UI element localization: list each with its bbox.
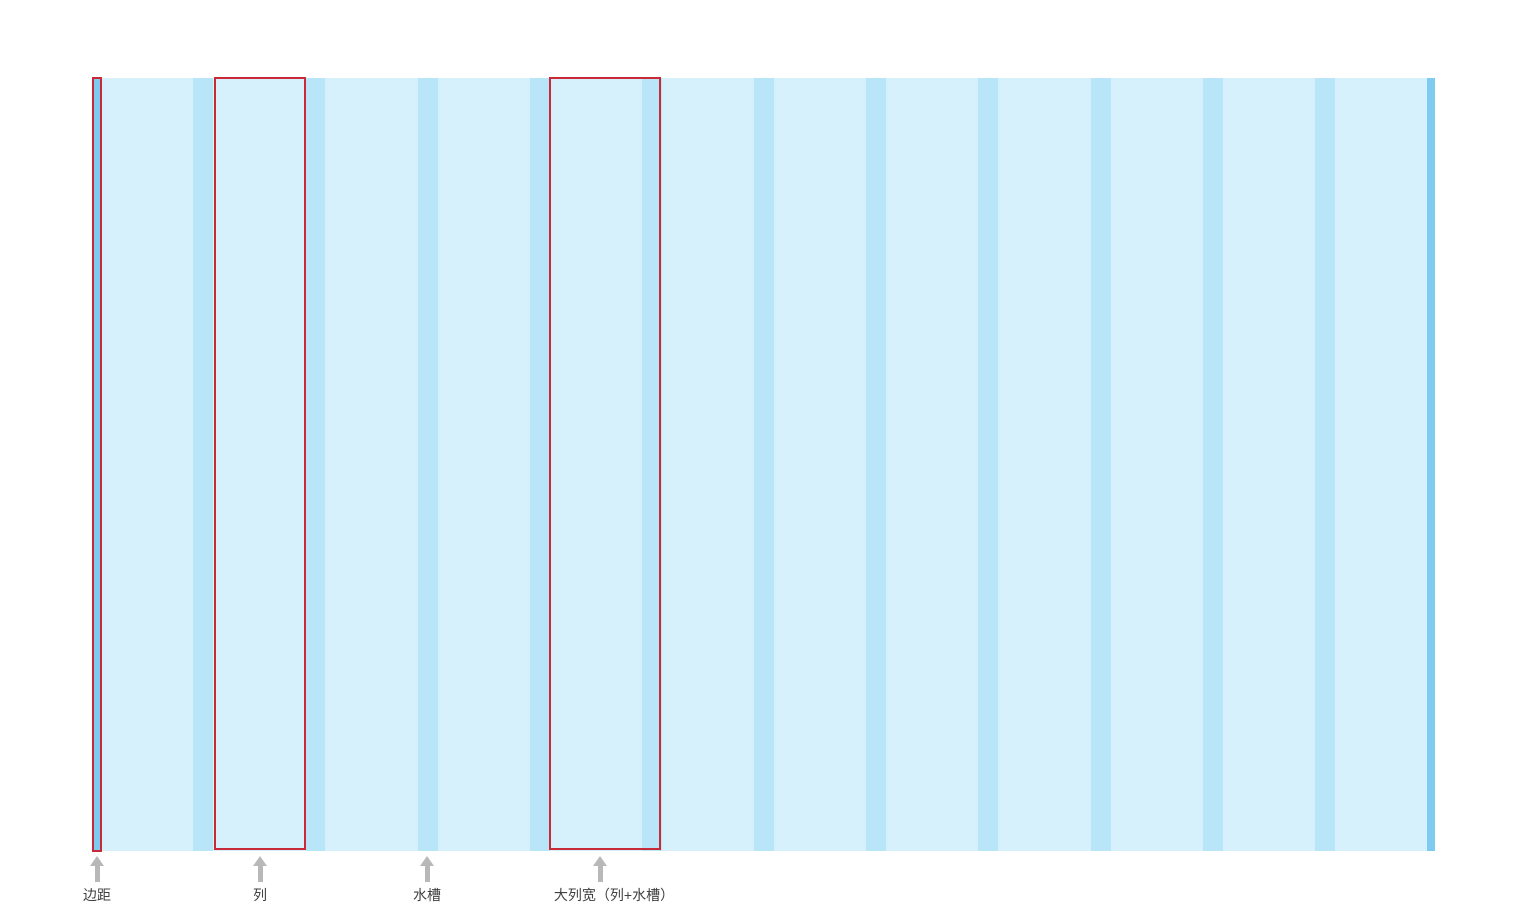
grid-column (437, 78, 530, 851)
grid-gutter (866, 78, 887, 851)
grid-column (886, 78, 979, 851)
grid-column (661, 78, 755, 851)
annotation-label: 水槽 (413, 887, 441, 903)
grid-gutter (1202, 78, 1223, 851)
grid-gutter (1090, 78, 1111, 851)
highlight-rect-column (214, 77, 306, 850)
highlight-rect-column-gutter (549, 77, 661, 850)
margin-stripe-right (1427, 78, 1436, 851)
annotation-label: 列 (253, 887, 267, 903)
annotation: 大列宽（列+水槽） (480, 856, 720, 903)
arrow-up-icon (420, 856, 434, 882)
annotation: 水槽 (307, 856, 547, 903)
arrow-up-icon (253, 856, 267, 882)
grid-column (998, 78, 1091, 851)
arrow-up-icon (593, 856, 607, 882)
arrow-up-icon (90, 856, 104, 882)
grid-gutter (1314, 78, 1335, 851)
grid-column (1222, 78, 1315, 851)
grid-column (213, 78, 306, 851)
annotation-label: 边距 (83, 887, 111, 903)
grid-column (549, 78, 642, 851)
grid-gutter (978, 78, 999, 851)
grid-column (101, 78, 194, 851)
annotation-label: 大列宽（列+水槽） (553, 887, 675, 903)
annotation: 列 (140, 856, 380, 903)
grid-gutter (754, 78, 775, 851)
grid-gutter (305, 78, 326, 851)
annotation: 边距 (0, 856, 217, 903)
grid-gutter (417, 78, 438, 851)
layout-grid (93, 78, 1436, 851)
grid-column (1110, 78, 1203, 851)
grid-gutter (193, 78, 214, 851)
grid-column (774, 78, 867, 851)
grid-column (325, 78, 418, 851)
margin-stripe-left (93, 78, 101, 851)
grid-gutter (529, 78, 550, 851)
grid-gutter (641, 78, 662, 851)
highlight-rect-margin (92, 77, 102, 852)
grid-column (1334, 78, 1428, 851)
